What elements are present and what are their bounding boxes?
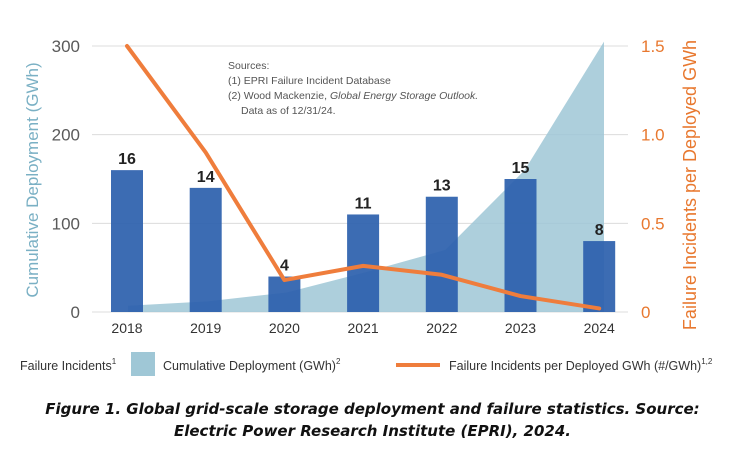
bar-2021 (347, 214, 380, 312)
left-axis-title: Cumulative Deployment (GWh) (23, 62, 42, 297)
sources-title: Sources: (228, 60, 269, 72)
bar-label-2022: 13 (433, 178, 451, 195)
bar-label-2019: 14 (197, 169, 215, 186)
x-tick-label: 2018 (111, 320, 142, 336)
source-line-1: (1) EPRI Failure Incident Database (228, 75, 391, 87)
right-tick-label: 0 (641, 303, 650, 322)
x-tick-label: 2023 (505, 320, 536, 336)
bar-label-2018: 16 (118, 151, 136, 168)
bar-value-labels: 16 14 4 11 13 15 8 (118, 151, 604, 274)
source-line-3: Data as of 12/31/24. (241, 105, 336, 117)
right-tick-label: 1.0 (641, 126, 665, 145)
bar-label-2020: 4 (280, 258, 289, 275)
x-tick-label: 2020 (269, 320, 300, 336)
left-tick-label: 0 (71, 303, 80, 322)
left-tick-label: 100 (52, 214, 80, 233)
caption-line-1: Figure 1. Global grid-scale storage depl… (45, 400, 700, 418)
x-tick-label: 2024 (584, 320, 615, 336)
x-axis-ticks: 2018 2019 2020 2021 2022 2023 2024 (111, 320, 615, 336)
bar-label-2024: 8 (595, 222, 604, 239)
bar-label-2023: 15 (512, 160, 530, 177)
bar-2024 (583, 241, 616, 312)
x-tick-label: 2022 (426, 320, 457, 336)
right-tick-label: 0.5 (641, 214, 665, 233)
caption-line-2: Electric Power Research Institute (EPRI)… (174, 422, 571, 440)
bar-2020 (268, 276, 301, 312)
legend: Failure Incidents1 Cumulative Deployment… (20, 352, 713, 376)
bar-2023 (504, 179, 537, 312)
right-tick-label: 1.5 (641, 37, 665, 56)
legend-failure-incidents: Failure Incidents1 (20, 357, 117, 373)
legend-failure-rate: Failure Incidents per Deployed GWh (#/GW… (449, 357, 713, 373)
failure-rate-line (125, 44, 602, 311)
source-line-2: (2) Wood Mackenzie, Global Energy Storag… (228, 90, 478, 102)
right-axis-ticks: 0 0.5 1.0 1.5 (641, 37, 665, 322)
legend-cumulative-deployment: Cumulative Deployment (GWh)2 (163, 357, 341, 373)
cumulative-deployment-area (128, 41, 604, 313)
left-axis-ticks: 0 100 200 300 (52, 37, 80, 322)
x-tick-label: 2019 (190, 320, 221, 336)
right-axis-title: Failure Incidents per Deployed GWh (680, 40, 700, 330)
x-tick-label: 2021 (348, 320, 379, 336)
bar-2018 (111, 170, 143, 312)
left-tick-label: 200 (52, 126, 80, 145)
left-tick-label: 300 (52, 37, 80, 56)
sources-annotation: Sources: (1) EPRI Failure Incident Datab… (228, 60, 478, 117)
legend-area-swatch (131, 352, 155, 376)
bar-2022 (425, 196, 458, 312)
figure-caption: Figure 1. Global grid-scale storage depl… (0, 398, 745, 442)
bar-label-2021: 11 (355, 195, 372, 212)
failure-incident-bars (111, 170, 616, 312)
bar-2019 (189, 187, 222, 312)
